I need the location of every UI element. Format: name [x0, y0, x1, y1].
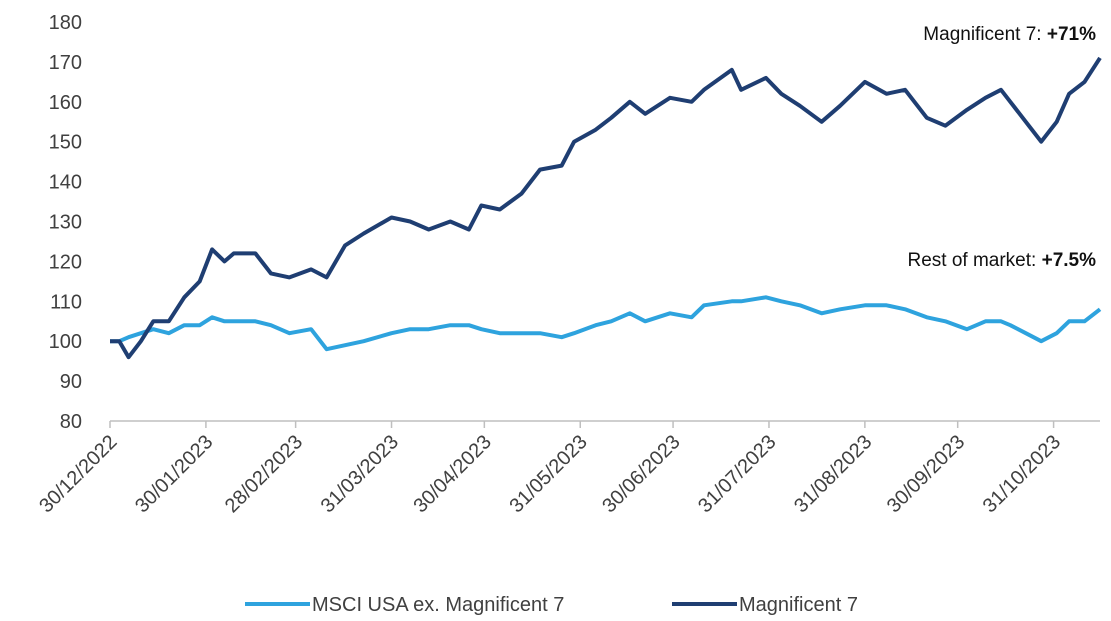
- x-tick-label: 31/10/2023: [979, 431, 1065, 517]
- y-tick-label: 160: [49, 92, 82, 114]
- x-tick-label: 30/12/2022: [35, 431, 121, 517]
- legend-label: MSCI USA ex. Magnificent 7: [312, 594, 564, 616]
- y-tick-label: 170: [49, 52, 82, 74]
- y-tick-label: 140: [49, 172, 82, 194]
- x-tick-label: 31/08/2023: [790, 431, 876, 517]
- annotation: Magnificent 7: +71%: [923, 24, 1096, 45]
- line: [110, 56, 1102, 360]
- y-tick-label: 110: [50, 291, 82, 313]
- x-tick-label: 30/04/2023: [410, 431, 496, 517]
- annotation: Rest of market: +7.5%: [907, 250, 1096, 271]
- x-tick-label: 31/07/2023: [694, 431, 780, 517]
- x-tick-label: 31/03/2023: [317, 431, 403, 517]
- y-tick-label: 90: [60, 371, 82, 393]
- annotation-highlight: +71%: [1047, 24, 1096, 45]
- annotation-highlight: +7.5%: [1042, 250, 1097, 271]
- y-tick-label: 80: [60, 411, 82, 433]
- x-tick-label: 30/01/2023: [131, 431, 217, 517]
- y-tick-label: 150: [49, 132, 82, 154]
- line: [110, 295, 1102, 352]
- annotation-text: Magnificent 7:: [923, 24, 1047, 45]
- x-tick-label: 30/09/2023: [883, 431, 969, 517]
- x-tick-label: 28/02/2023: [221, 431, 307, 517]
- y-tick-label: 180: [49, 12, 82, 34]
- legend-label: Magnificent 7: [739, 594, 858, 616]
- y-tick-label: 130: [49, 212, 82, 234]
- annotation-text: Rest of market:: [907, 250, 1041, 271]
- x-tick-label: 30/06/2023: [598, 431, 684, 517]
- y-tick-label: 100: [49, 331, 82, 353]
- y-tick-label: 120: [49, 251, 82, 273]
- x-tick-label: 31/05/2023: [505, 431, 591, 517]
